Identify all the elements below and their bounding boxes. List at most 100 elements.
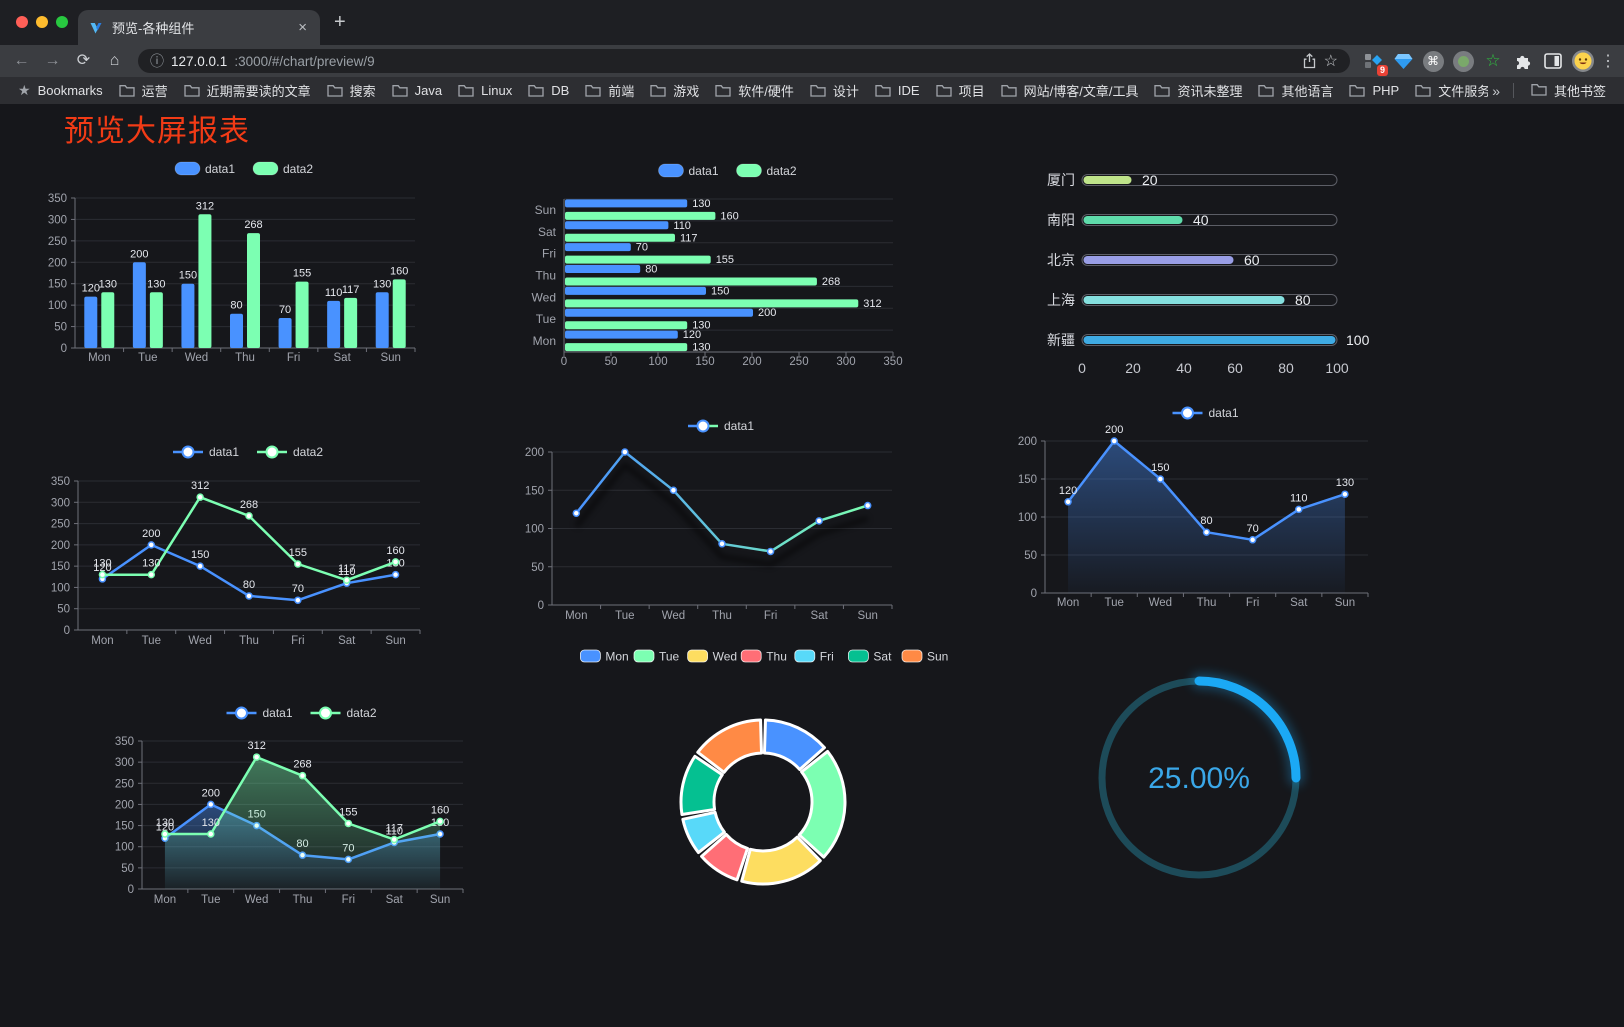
- svg-text:70: 70: [636, 242, 648, 254]
- svg-text:50: 50: [57, 604, 70, 616]
- star-extension-icon[interactable]: ☆: [1485, 51, 1501, 70]
- svg-text:Fri: Fri: [542, 247, 556, 261]
- bookmark-folder-0[interactable]: 运营: [111, 81, 176, 100]
- gem-extension-icon[interactable]: [1390, 48, 1416, 74]
- folder-icon: [1531, 83, 1547, 99]
- bookmark-folder-label: 软件/硬件: [738, 84, 794, 99]
- bookmark-folder-4[interactable]: Linux: [450, 83, 520, 98]
- svg-text:0: 0: [61, 343, 67, 355]
- bookmarks-bar: ★ Bookmarks 运营 近期需要读的文章 搜索 Java Linux DB 前端 游戏 软…: [0, 77, 1624, 104]
- svg-text:厦门: 厦门: [1047, 172, 1075, 188]
- side-panel-icon[interactable]: [1540, 48, 1566, 74]
- svg-text:70: 70: [279, 304, 291, 316]
- chart-donut-svg: Mon Tue Wed Thu Fri Sat Sun: [579, 650, 948, 886]
- share-icon[interactable]: [1302, 53, 1317, 69]
- bookmark-folder-14[interactable]: 其他语言: [1250, 81, 1341, 100]
- svg-text:Sat: Sat: [873, 650, 892, 664]
- bookmark-folder-10[interactable]: IDE: [867, 83, 928, 98]
- bookmark-folder-3[interactable]: Java: [384, 83, 450, 98]
- bookmark-folder-9[interactable]: 设计: [802, 81, 867, 100]
- svg-text:117: 117: [342, 284, 360, 296]
- browser-tab[interactable]: 预览-各种组件 ×: [78, 10, 320, 45]
- forward-button[interactable]: →: [44, 52, 61, 69]
- site-info-icon[interactable]: ⓘ: [150, 53, 164, 69]
- svg-text:100: 100: [48, 300, 67, 312]
- chart-bar-vertical-svg: 0 50 100 150 200 250 300 350 Mon Tue Wed Thu Fri Sat S…: [48, 161, 416, 364]
- svg-text:130: 130: [692, 342, 710, 354]
- tab-close-icon[interactable]: ×: [298, 19, 307, 36]
- bookmark-folder-7[interactable]: 游戏: [642, 81, 707, 100]
- svg-text:110: 110: [1290, 492, 1308, 504]
- other-bookmarks-folder[interactable]: 其他书签: [1523, 81, 1614, 100]
- svg-text:312: 312: [247, 740, 265, 752]
- svg-text:160: 160: [720, 210, 738, 222]
- bookmark-folder-13[interactable]: 资讯未整理: [1146, 81, 1250, 100]
- bookmark-folder-11[interactable]: 项目: [928, 81, 993, 100]
- svg-text:Wed: Wed: [713, 650, 737, 664]
- svg-text:200: 200: [1018, 436, 1037, 448]
- svg-text:data1: data1: [209, 445, 239, 459]
- browser-menu-icon[interactable]: ⋮: [1600, 53, 1616, 70]
- svg-text:160: 160: [390, 265, 408, 277]
- command-extension-icon[interactable]: ⌘: [1420, 48, 1446, 74]
- svg-text:200: 200: [202, 787, 220, 799]
- bookmark-star-icon[interactable]: ☆: [1323, 53, 1338, 70]
- bookmarks-manager-item[interactable]: ★ Bookmarks: [10, 82, 111, 99]
- svg-text:50: 50: [121, 863, 134, 875]
- bookmark-folder-label: 资讯未整理: [1177, 84, 1243, 99]
- recorder-extension-icon[interactable]: [1450, 48, 1476, 74]
- svg-text:data1: data1: [263, 706, 293, 720]
- svg-text:70: 70: [1247, 523, 1259, 535]
- reload-button[interactable]: ⟳: [76, 52, 91, 69]
- tab-manager-extension-icon[interactable]: 9: [1360, 48, 1388, 76]
- bookmarks-manager-label: Bookmarks: [37, 83, 103, 98]
- browser-toolbar: ← → ⟳ ⌂ ⓘ 127.0.0.1 :3000/#/chart/previe…: [0, 45, 1624, 77]
- extensions-puzzle-icon[interactable]: [1510, 48, 1536, 74]
- page-title: 预览大屏报表: [64, 115, 250, 148]
- svg-text:350: 350: [115, 736, 134, 748]
- bookmark-folder-15[interactable]: PHP: [1341, 83, 1407, 98]
- svg-text:Tue: Tue: [659, 650, 680, 664]
- svg-text:268: 268: [240, 499, 258, 511]
- svg-text:200: 200: [130, 248, 148, 260]
- bookmark-folder-5[interactable]: DB: [520, 83, 577, 98]
- bookmark-folder-8[interactable]: 软件/硬件: [707, 81, 802, 100]
- svg-text:312: 312: [196, 200, 214, 212]
- svg-text:312: 312: [191, 480, 209, 492]
- svg-text:25.00%: 25.00%: [1148, 762, 1250, 795]
- svg-text:Wed: Wed: [245, 894, 268, 906]
- home-button[interactable]: ⌂: [109, 52, 120, 69]
- tab-title: 预览-各种组件: [112, 21, 195, 36]
- close-window-button[interactable]: [16, 16, 28, 28]
- svg-text:100: 100: [1325, 360, 1349, 376]
- address-bar[interactable]: ⓘ 127.0.0.1 :3000/#/chart/preview/9 ☆: [138, 49, 1350, 73]
- svg-text:250: 250: [48, 236, 67, 248]
- bookmark-folder-1[interactable]: 近期需要读的文章: [176, 81, 319, 100]
- bookmark-folder-label: DB: [551, 83, 570, 98]
- bookmark-folder-6[interactable]: 前端: [577, 81, 642, 100]
- tab-strip: 预览-各种组件 × +: [0, 0, 1624, 45]
- minimize-window-button[interactable]: [36, 16, 48, 28]
- svg-text:150: 150: [115, 821, 134, 833]
- svg-text:268: 268: [822, 276, 840, 288]
- svg-text:50: 50: [54, 322, 67, 334]
- chart-gauge: 25.00%: [1088, 668, 1312, 892]
- svg-text:200: 200: [758, 307, 776, 319]
- svg-text:Sat: Sat: [386, 894, 404, 906]
- svg-text:70: 70: [292, 583, 304, 595]
- bookmark-folder-16[interactable]: 文件服务器: [1407, 81, 1488, 100]
- back-button[interactable]: ←: [13, 52, 30, 69]
- fullscreen-window-button[interactable]: [56, 16, 68, 28]
- profile-avatar[interactable]: [1570, 48, 1596, 74]
- svg-text:200: 200: [742, 356, 761, 368]
- bookmark-folder-2[interactable]: 搜索: [319, 81, 384, 100]
- new-tab-button[interactable]: +: [334, 11, 346, 33]
- bookmarks-overflow-button[interactable]: »: [1492, 82, 1500, 99]
- svg-text:0: 0: [1078, 360, 1086, 376]
- svg-text:100: 100: [1018, 512, 1037, 524]
- bookmark-folder-12[interactable]: 网站/博客/文章/工具: [993, 81, 1147, 100]
- svg-text:250: 250: [789, 356, 808, 368]
- svg-text:200: 200: [142, 528, 160, 540]
- svg-text:Wed: Wed: [185, 352, 208, 364]
- chart-progress-bars-svg: 厦门 20 南阳 40 北京 60 上海 80 新疆 100 0 20 40 60 80 100: [1047, 172, 1370, 376]
